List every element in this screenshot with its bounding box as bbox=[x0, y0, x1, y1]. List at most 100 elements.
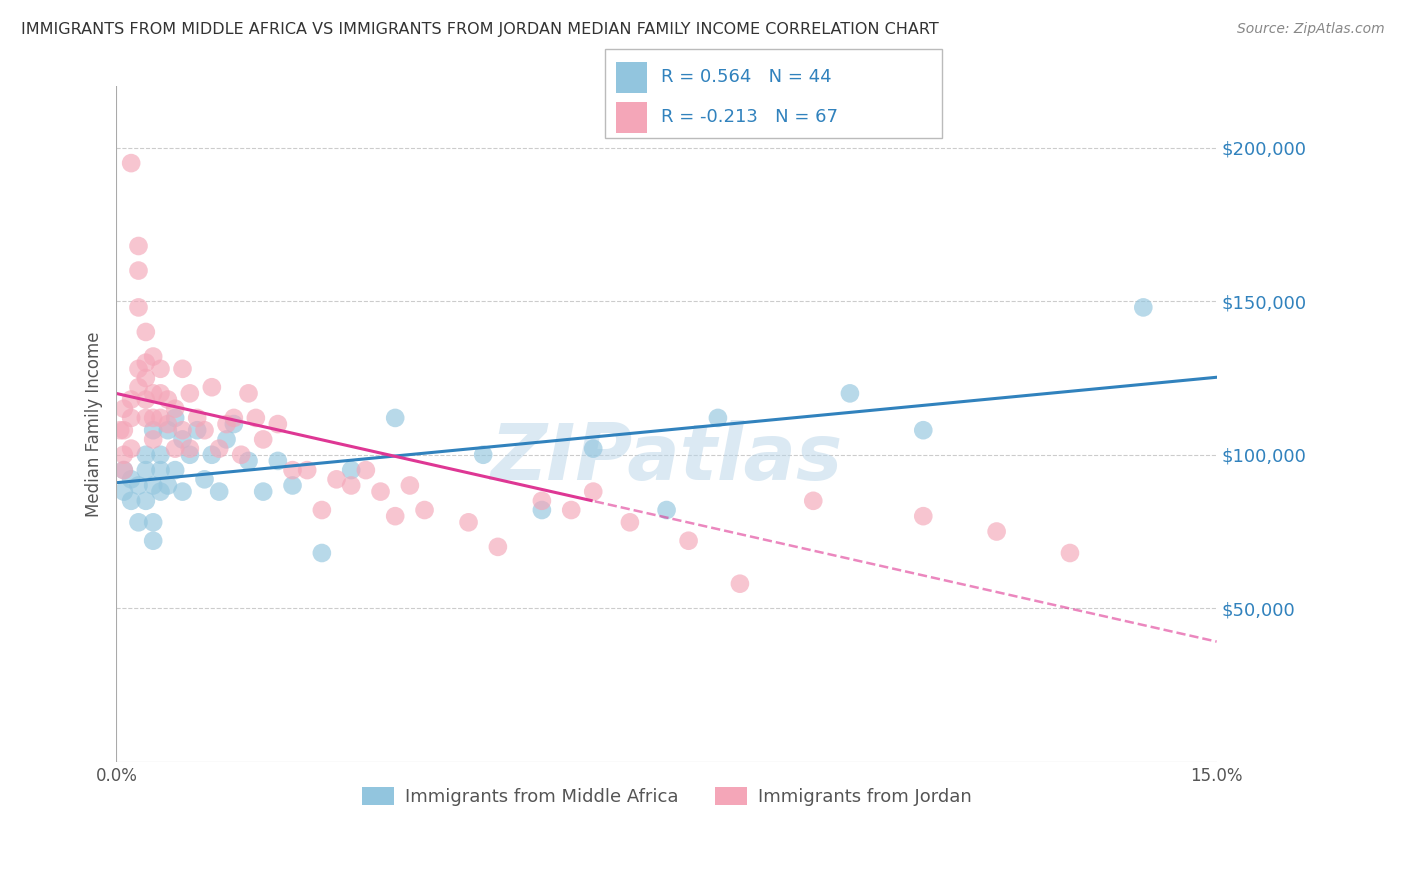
Point bbox=[142, 350, 165, 364]
Point bbox=[325, 472, 347, 486]
Point bbox=[165, 411, 187, 425]
Point bbox=[149, 484, 172, 499]
Point bbox=[340, 463, 363, 477]
Point bbox=[149, 448, 172, 462]
Point bbox=[135, 448, 157, 462]
Point bbox=[486, 540, 509, 554]
Point bbox=[120, 472, 142, 486]
Point bbox=[165, 463, 187, 477]
Point bbox=[399, 478, 422, 492]
Point bbox=[281, 478, 304, 492]
Point bbox=[128, 516, 150, 530]
Point bbox=[179, 448, 201, 462]
Point bbox=[912, 423, 935, 437]
Point bbox=[128, 239, 150, 253]
Point bbox=[238, 454, 260, 468]
Point bbox=[172, 484, 194, 499]
Point bbox=[142, 533, 165, 548]
Point bbox=[165, 442, 187, 456]
Point bbox=[112, 463, 135, 477]
Text: ZIPatlas: ZIPatlas bbox=[491, 420, 842, 496]
Point bbox=[619, 516, 641, 530]
Point bbox=[128, 263, 150, 277]
Point bbox=[135, 371, 157, 385]
Point bbox=[156, 392, 179, 407]
Point bbox=[172, 423, 194, 437]
Point bbox=[142, 478, 165, 492]
Point bbox=[172, 361, 194, 376]
Point bbox=[311, 546, 333, 560]
Point bbox=[560, 503, 582, 517]
Point bbox=[128, 380, 150, 394]
Point bbox=[193, 423, 215, 437]
Point bbox=[112, 448, 135, 462]
Point bbox=[112, 484, 135, 499]
Point bbox=[384, 509, 406, 524]
Point bbox=[472, 448, 495, 462]
Point bbox=[201, 380, 224, 394]
Point bbox=[135, 463, 157, 477]
Point bbox=[156, 423, 179, 437]
Point bbox=[112, 463, 135, 477]
Point bbox=[112, 401, 135, 416]
Point bbox=[135, 392, 157, 407]
Point bbox=[222, 417, 245, 431]
Point bbox=[142, 423, 165, 437]
Point bbox=[120, 442, 142, 456]
Point bbox=[801, 493, 824, 508]
Point bbox=[179, 442, 201, 456]
Point bbox=[728, 576, 751, 591]
Point bbox=[222, 411, 245, 425]
Text: IMMIGRANTS FROM MIDDLE AFRICA VS IMMIGRANTS FROM JORDAN MEDIAN FAMILY INCOME COR: IMMIGRANTS FROM MIDDLE AFRICA VS IMMIGRA… bbox=[21, 22, 939, 37]
Point bbox=[149, 411, 172, 425]
Point bbox=[267, 454, 290, 468]
Text: R = -0.213   N = 67: R = -0.213 N = 67 bbox=[661, 108, 838, 127]
Point bbox=[311, 503, 333, 517]
Point bbox=[142, 516, 165, 530]
Legend: Immigrants from Middle Africa, Immigrants from Jordan: Immigrants from Middle Africa, Immigrant… bbox=[354, 780, 979, 814]
Point bbox=[370, 484, 392, 499]
Point bbox=[120, 493, 142, 508]
Point bbox=[193, 472, 215, 486]
Point bbox=[108, 423, 131, 437]
Point bbox=[252, 484, 274, 499]
Point bbox=[142, 386, 165, 401]
Point bbox=[149, 463, 172, 477]
Point bbox=[1059, 546, 1081, 560]
Point bbox=[912, 509, 935, 524]
Point bbox=[252, 433, 274, 447]
Point bbox=[142, 433, 165, 447]
Point bbox=[245, 411, 267, 425]
Point bbox=[457, 516, 479, 530]
Point bbox=[128, 361, 150, 376]
Point bbox=[678, 533, 700, 548]
Point bbox=[530, 493, 553, 508]
Point bbox=[156, 417, 179, 431]
Point bbox=[120, 156, 142, 170]
Point bbox=[582, 442, 605, 456]
Point bbox=[238, 386, 260, 401]
Point bbox=[149, 386, 172, 401]
Point bbox=[208, 442, 231, 456]
Point bbox=[179, 386, 201, 401]
Point bbox=[186, 423, 208, 437]
Y-axis label: Median Family Income: Median Family Income bbox=[86, 331, 103, 516]
Point bbox=[128, 478, 150, 492]
Point bbox=[582, 484, 605, 499]
Point bbox=[839, 386, 862, 401]
Point bbox=[267, 417, 290, 431]
Point bbox=[165, 401, 187, 416]
Point bbox=[354, 463, 377, 477]
Point bbox=[156, 478, 179, 492]
Point bbox=[142, 411, 165, 425]
Point bbox=[208, 484, 231, 499]
Point bbox=[384, 411, 406, 425]
Point bbox=[413, 503, 436, 517]
Point bbox=[135, 411, 157, 425]
Point bbox=[135, 325, 157, 339]
Point bbox=[112, 423, 135, 437]
Point bbox=[215, 433, 238, 447]
Point bbox=[172, 433, 194, 447]
Point bbox=[655, 503, 678, 517]
Point bbox=[149, 361, 172, 376]
